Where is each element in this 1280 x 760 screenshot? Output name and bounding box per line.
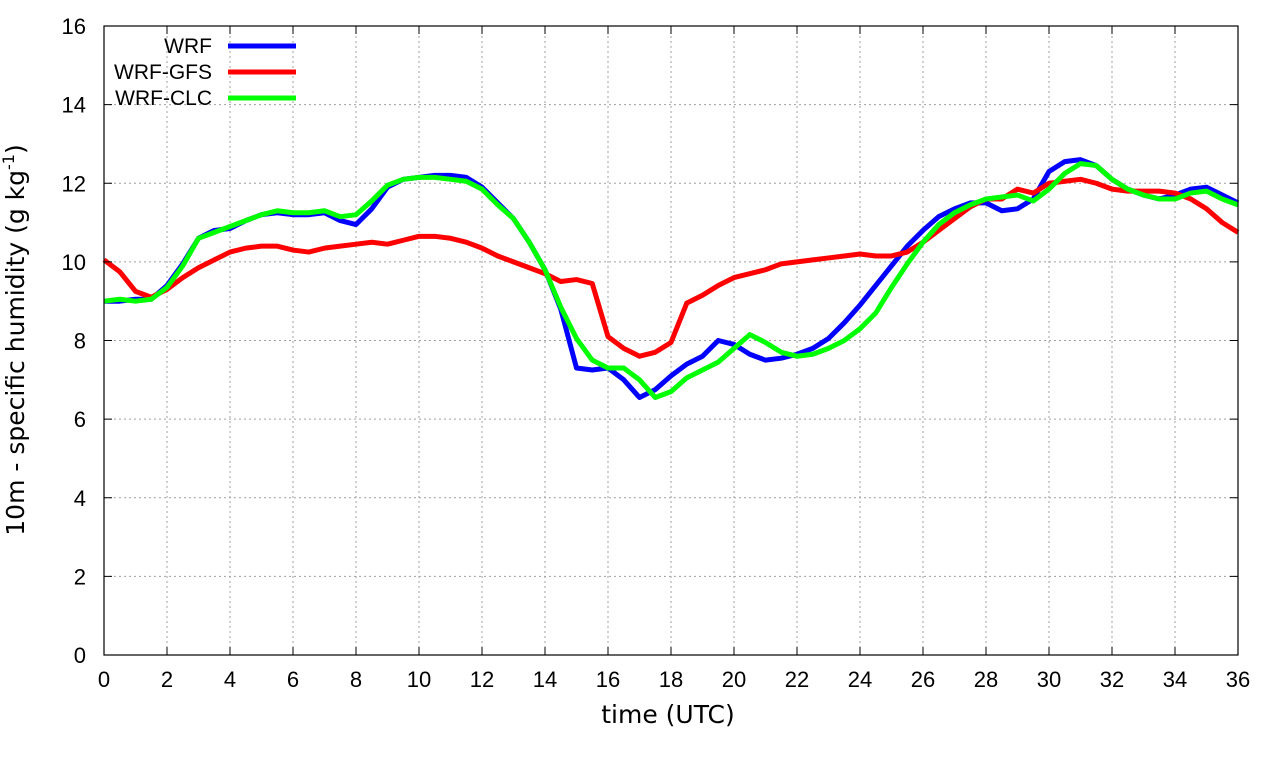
x-tick-label: 32 xyxy=(1100,667,1124,692)
x-tick-labels: 0 2 4 6 8 10 12 14 16 18 20 22 24 26 28 30 32 34 36 xyxy=(98,667,1250,692)
legend: WRF WRF-GFS WRF-CLC xyxy=(114,35,296,110)
legend-label-wrf: WRF xyxy=(164,35,212,58)
tick-layer xyxy=(103,25,1239,656)
x-tick-label: 0 xyxy=(98,667,110,692)
y-tick-label: 6 xyxy=(74,407,86,432)
y-axis-title-end: ) xyxy=(1,144,30,154)
y-tick-label: 0 xyxy=(74,643,86,668)
x-tick-label: 28 xyxy=(974,667,998,692)
x-tick-label: 20 xyxy=(722,667,746,692)
series-line-wrf-gfs xyxy=(102,176,1240,359)
y-tick-label: 10 xyxy=(62,250,86,275)
x-tick-label: 18 xyxy=(659,667,683,692)
x-tick-label: 26 xyxy=(911,667,935,692)
x-tick-label: 16 xyxy=(596,667,620,692)
y-tick-label: 16 xyxy=(62,14,86,39)
y-axis-title-main: 10m - specific humidity (g kg xyxy=(1,170,30,536)
y-axis-title-superscript: -1 xyxy=(0,154,18,170)
y-tick-labels: 0 2 4 6 8 10 12 14 16 xyxy=(62,14,86,668)
y-tick-label: 4 xyxy=(74,486,86,511)
x-axis-title: time (UTC) xyxy=(601,700,735,729)
series-layer xyxy=(102,157,1240,400)
x-tick-label: 30 xyxy=(1037,667,1061,692)
y-tick-label: 14 xyxy=(62,93,86,118)
x-tick-label: 8 xyxy=(350,667,362,692)
x-tick-label: 36 xyxy=(1226,667,1250,692)
legend-label-wrf-clc: WRF-CLC xyxy=(115,87,212,110)
x-tick-label: 6 xyxy=(287,667,299,692)
x-tick-label: 4 xyxy=(224,667,236,692)
x-tick-label: 22 xyxy=(785,667,809,692)
x-tick-label: 10 xyxy=(407,667,431,692)
x-tick-label: 2 xyxy=(161,667,173,692)
y-axis-title: 10m - specific humidity (g kg-1) xyxy=(0,144,30,535)
x-tick-label: 14 xyxy=(533,667,557,692)
series-line-wrf-clc xyxy=(103,161,1239,400)
x-tick-label: 34 xyxy=(1163,667,1187,692)
y-tick-label: 12 xyxy=(62,171,86,196)
y-tick-label: 8 xyxy=(74,329,86,354)
y-tick-label: 2 xyxy=(74,564,86,589)
x-tick-label: 12 xyxy=(470,667,494,692)
legend-label-wrf-gfs: WRF-GFS xyxy=(114,61,212,84)
x-tick-label: 24 xyxy=(848,667,872,692)
